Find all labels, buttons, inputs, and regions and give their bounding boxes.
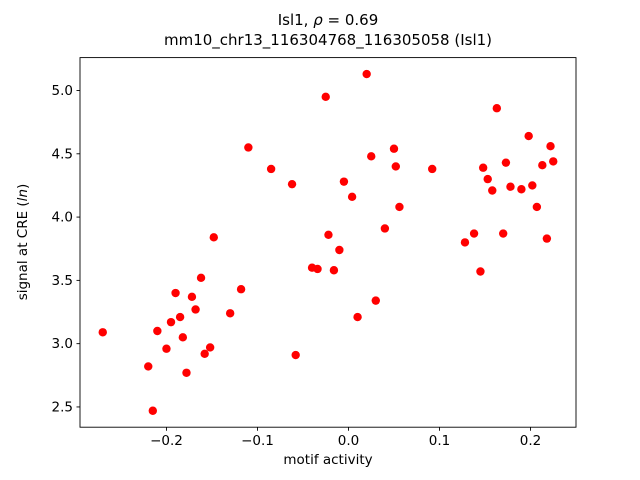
scatter-point [225, 309, 235, 318]
scatter-point [488, 186, 497, 195]
y-tick-label: 2.5 [52, 399, 73, 415]
scatter-point [478, 163, 488, 172]
chart-subtitle: mm10_chr13_116304768_116305058 (Isl1) [163, 31, 493, 49]
scatter-point [498, 229, 508, 238]
scatter-point [483, 174, 492, 184]
scatter-point [144, 362, 153, 371]
y-tick-label: 5.0 [52, 83, 73, 99]
scatter-point [460, 238, 470, 247]
scatter-point [395, 202, 404, 212]
scatter-point [205, 343, 215, 352]
scatter-point [171, 288, 180, 298]
chart-title-value: = 0.69 [327, 11, 379, 29]
scatter-point [546, 142, 555, 151]
scatter-point [353, 312, 362, 322]
scatter-point [191, 305, 200, 314]
scatter-point [291, 350, 300, 360]
scatter-point [287, 179, 297, 189]
scatter-point [528, 181, 537, 190]
scatter-point [476, 267, 485, 276]
chart-title: Isl1, ρ = 0.69 [80, 11, 576, 29]
scatter-point [175, 312, 185, 322]
scatter-point [200, 349, 209, 358]
scatter-point [367, 152, 376, 161]
scatter-point [532, 202, 542, 212]
y-tick-label: 4.5 [52, 146, 73, 162]
axes-spines [79, 57, 577, 428]
scatter-point [324, 230, 333, 240]
scatter-point [313, 264, 322, 274]
scatter-point [347, 192, 357, 202]
scatter-point [266, 164, 276, 174]
x-tick-label: −0.2 [150, 433, 183, 449]
y-tick-label: 3.0 [52, 336, 73, 352]
scatter-point [236, 285, 246, 294]
scatter-point [98, 328, 107, 337]
scatter-point [391, 162, 401, 171]
scatter-point [501, 158, 511, 167]
chart-title-text: Isl1, [277, 11, 309, 29]
scatter-point [178, 333, 188, 342]
scatter-point [389, 144, 399, 153]
y-axis-label: signal at CRE (ln) [15, 183, 31, 301]
scatter-point [428, 164, 437, 174]
scatter-point [549, 157, 558, 166]
scatter-point [166, 317, 176, 327]
scatter-point [517, 185, 526, 194]
scatter-point [148, 406, 158, 415]
rho-symbol: ρ [313, 11, 323, 29]
x-axis-label: motif activity [283, 452, 373, 468]
scatter-point [182, 368, 191, 377]
scatter-point [244, 143, 253, 152]
scatter-point [542, 234, 552, 243]
scatter-point [329, 266, 339, 275]
y-tick-label: 3.5 [52, 273, 73, 289]
scatter-point [187, 292, 197, 302]
scatter-point [153, 326, 162, 336]
x-tick-label: −0.1 [241, 433, 274, 449]
scatter-point [209, 233, 218, 242]
scatter-point [321, 92, 330, 102]
x-tick-label: 0.1 [429, 433, 450, 449]
x-tick-label: 0.0 [338, 433, 359, 449]
scatter-point [524, 131, 533, 141]
scatter-point [371, 296, 380, 305]
scatter-point [339, 177, 349, 186]
scatter-point [469, 229, 479, 238]
scatter-point [196, 273, 206, 283]
scatter-point [380, 224, 390, 233]
scatter-point [492, 104, 502, 113]
scatter-point [362, 69, 371, 79]
y-tick-label: 4.0 [52, 210, 73, 226]
scatter-point [506, 182, 515, 191]
scatter-point [538, 160, 547, 170]
scatter-point [162, 344, 171, 353]
scatter-point [335, 245, 344, 255]
x-tick-label: 0.2 [520, 433, 541, 449]
